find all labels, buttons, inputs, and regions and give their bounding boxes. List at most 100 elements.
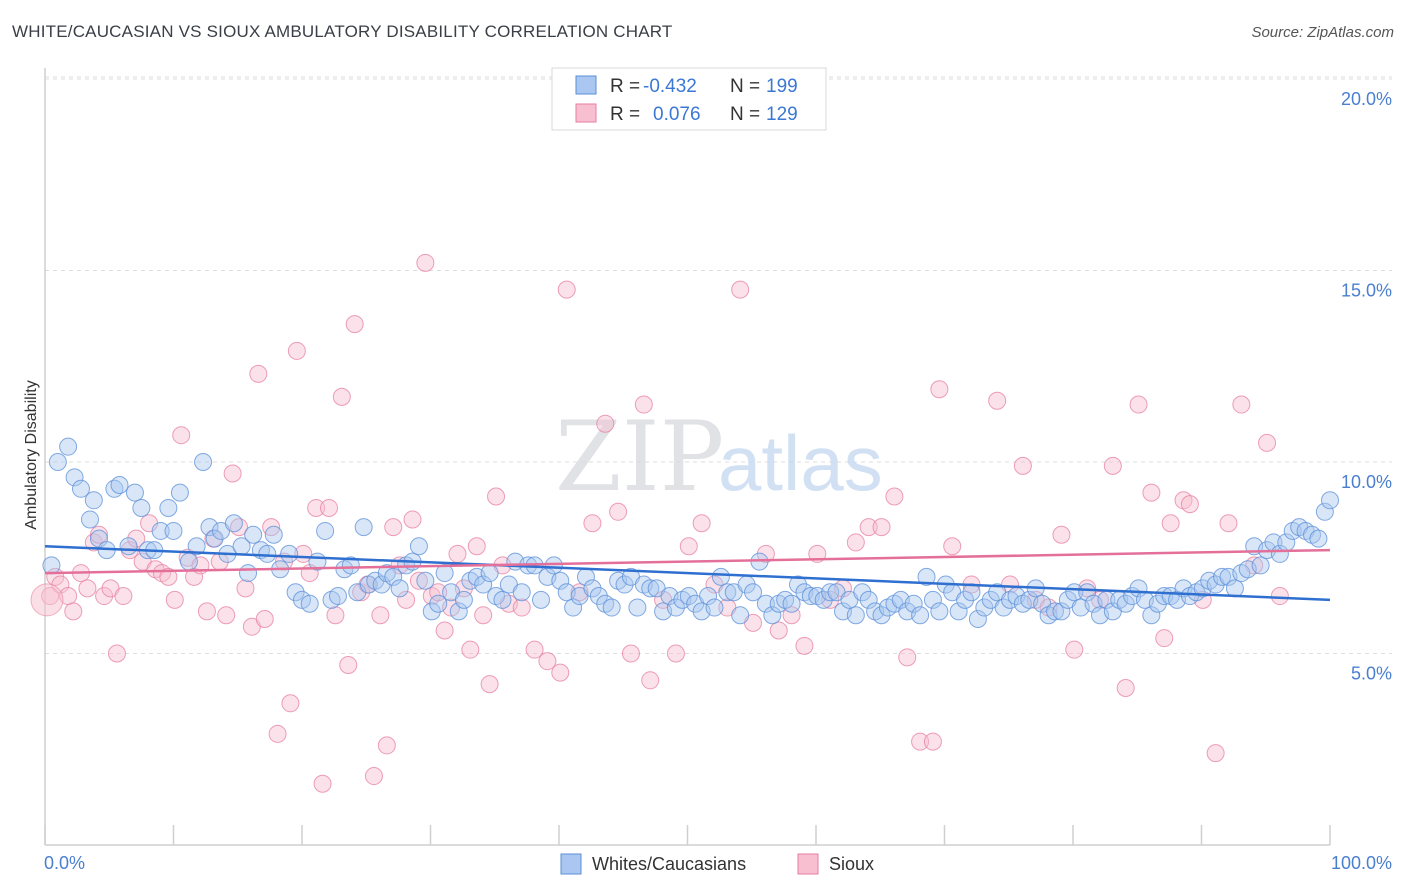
sioux-point-39 — [287, 341, 306, 360]
sioux-point-68 — [474, 606, 493, 625]
sioux-point-75 — [538, 652, 557, 671]
legend-box — [551, 67, 827, 131]
sioux-point-64 — [448, 544, 467, 563]
sioux-point-53 — [377, 736, 396, 755]
whites-point-51 — [384, 567, 403, 586]
whites-point-22 — [194, 453, 213, 471]
whites-point-146 — [994, 598, 1013, 617]
legend-r-label-whites: R = — [610, 76, 640, 97]
whites-point-33 — [264, 525, 283, 544]
sioux-point-36 — [268, 724, 287, 743]
whites-point-195 — [1309, 529, 1328, 548]
sioux-point-edge — [30, 583, 64, 617]
watermark: ZIP atlas — [555, 401, 883, 513]
sioux-point-33 — [249, 364, 268, 383]
whites-point-134 — [917, 567, 936, 586]
sioux-point-52 — [371, 606, 390, 625]
sioux-point-108 — [943, 537, 962, 556]
sioux-point-82 — [621, 644, 640, 663]
whites-point-35 — [280, 544, 299, 563]
whites-point-32 — [258, 544, 277, 563]
whites-point-140 — [956, 590, 975, 609]
axes — [44, 68, 1331, 846]
sioux-point-9 — [95, 587, 114, 606]
sioux-point-103 — [885, 487, 904, 506]
whites-point-107 — [744, 583, 763, 602]
sioux-point-70 — [487, 487, 506, 506]
whites-point-85 — [602, 598, 621, 617]
whites-point-18 — [164, 521, 183, 540]
sioux-point-130 — [1232, 395, 1251, 414]
sioux-point-115 — [1052, 525, 1071, 544]
sioux-point-44 — [319, 498, 338, 517]
whites-point-16 — [151, 521, 170, 540]
sioux-point-57 — [403, 510, 422, 529]
whites-point-105 — [731, 606, 750, 625]
sioux-point-74 — [525, 640, 544, 659]
whites-point-89 — [628, 598, 647, 617]
sioux-point-34 — [255, 610, 274, 629]
whites-point-119 — [821, 583, 840, 602]
whites-point-58 — [429, 594, 448, 613]
sioux-point-77 — [557, 280, 576, 299]
sioux-point-29 — [223, 464, 242, 483]
whites-point-87 — [615, 575, 634, 594]
whites-point-52 — [390, 579, 409, 598]
trend-line-sioux — [44, 548, 1331, 575]
sioux-point-110 — [988, 391, 1007, 410]
sioux-point-105 — [911, 732, 930, 751]
series-sioux — [41, 253, 1289, 793]
bottom-legend: Whites/Caucasians Sioux — [560, 853, 874, 875]
sioux-point-11 — [107, 644, 126, 663]
whites-point-79 — [564, 598, 583, 617]
whites-point-101 — [705, 598, 724, 617]
whites-point-65 — [474, 575, 493, 594]
bottom-legend-swatch-whites — [560, 853, 582, 875]
sioux-point-47 — [339, 655, 358, 674]
whites-point-71 — [512, 583, 531, 602]
whites-point-19 — [170, 483, 189, 502]
whites-point-102 — [711, 567, 730, 586]
whites-point-154 — [1046, 602, 1065, 621]
y-tick-label-2: 15.0% — [1341, 281, 1392, 301]
whites-point-114 — [789, 575, 808, 594]
bottom-legend-label-sioux: Sioux — [829, 854, 874, 874]
whites-point-139 — [949, 602, 968, 621]
sioux-point-122 — [1142, 483, 1161, 502]
sioux-point-31 — [236, 579, 255, 598]
whites-point-132 — [904, 594, 923, 613]
whites-point-29 — [239, 564, 258, 583]
chart-title: WHITE/CAUCASIAN VS SIOUX AMBULATORY DISA… — [12, 22, 673, 41]
whites-point-2 — [59, 437, 78, 456]
whites-point-155 — [1052, 602, 1071, 621]
sioux-point-45 — [326, 606, 345, 625]
sioux-point-4 — [64, 602, 83, 621]
whites-point-180 — [1213, 567, 1232, 586]
whites-point-36 — [286, 583, 305, 602]
whites-point-74 — [532, 590, 551, 609]
legend-r-value-sioux: 0.076 — [653, 104, 701, 125]
legend-swatch-sioux — [575, 103, 597, 123]
sioux-point-81 — [609, 502, 628, 521]
whites-point-56 — [416, 571, 435, 590]
sioux-point-49 — [352, 583, 371, 602]
whites-point-57 — [422, 602, 441, 621]
sioux-point-133 — [1270, 587, 1289, 606]
sioux-point-80 — [596, 414, 615, 433]
sioux-point-51 — [364, 767, 383, 786]
legend-swatch-whites — [575, 75, 597, 95]
whites-point-27 — [224, 514, 243, 533]
sioux-point-43 — [313, 774, 332, 793]
whites-point-68 — [493, 590, 512, 609]
sioux-point-38 — [281, 694, 300, 713]
sioux-point-119 — [1103, 456, 1122, 475]
sioux-point-132 — [1258, 433, 1277, 452]
whites-point-38 — [300, 594, 319, 613]
sioux-point-121 — [1129, 395, 1148, 414]
whites-point-196 — [1315, 502, 1334, 521]
sioux-point-128 — [1206, 744, 1225, 763]
sioux-point-6 — [78, 579, 97, 598]
tick-labels: 5.0% 10.0% 15.0% 20.0% 0.0% 100.0% — [44, 89, 1392, 873]
whites-point-127 — [872, 606, 891, 625]
